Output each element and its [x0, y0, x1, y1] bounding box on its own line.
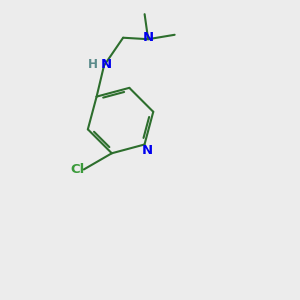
Text: H: H [88, 58, 98, 71]
Text: Cl: Cl [70, 163, 85, 176]
Text: N: N [142, 31, 154, 44]
Text: N: N [142, 145, 153, 158]
Text: N: N [101, 58, 112, 71]
